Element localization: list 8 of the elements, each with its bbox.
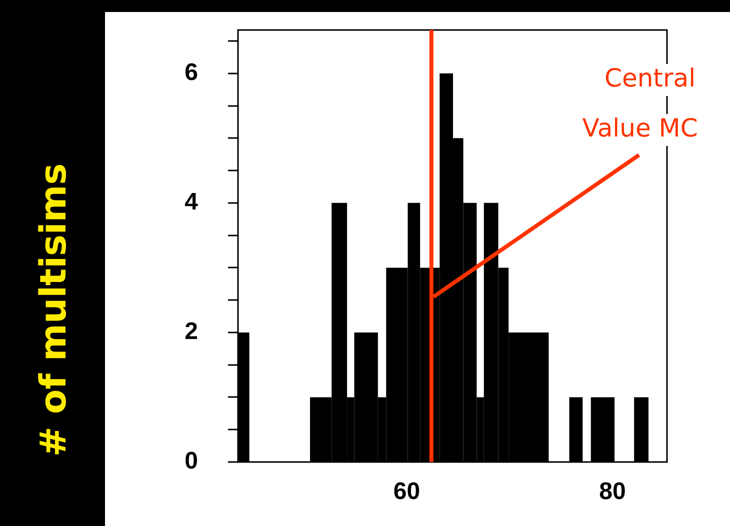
y-tick-label: 2 — [184, 318, 198, 346]
y-tick-label: 0 — [184, 448, 198, 475]
x-tick-label: 80 — [599, 478, 626, 506]
annotation: Central Value MC — [582, 64, 698, 142]
y-axis-title: # of multisims — [33, 163, 74, 457]
y-tick-label: 4 — [184, 188, 199, 216]
y-tick-label: 6 — [184, 59, 198, 86]
x-tick-label: 60 — [393, 478, 420, 506]
